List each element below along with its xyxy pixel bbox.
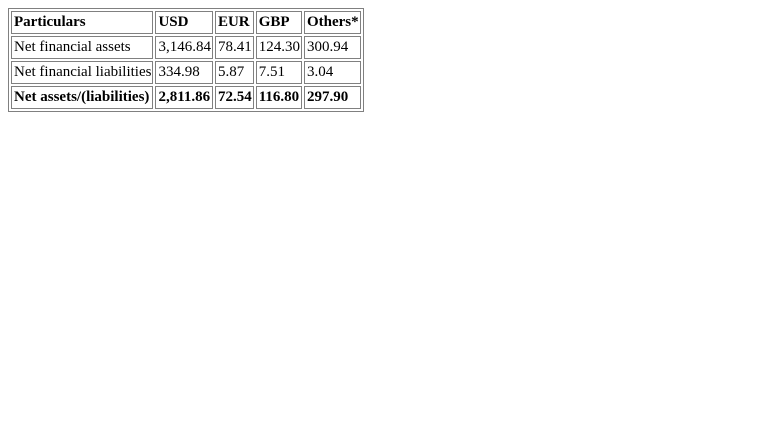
cell-others: 297.90 <box>303 86 361 109</box>
column-header-eur: EUR <box>214 11 254 34</box>
cell-gbp: 116.80 <box>255 86 302 109</box>
page-content: Particulars USD EUR GBP Others* Net fina… <box>0 0 764 112</box>
cell-eur: 5.87 <box>214 61 254 84</box>
table-row: Net financial assets 3,146.84 78.41 124.… <box>11 36 361 59</box>
row-label: Net financial liabilities <box>11 61 154 84</box>
table-header-row: Particulars USD EUR GBP Others* <box>11 11 361 34</box>
cell-usd: 3,146.84 <box>155 36 213 59</box>
cell-others: 3.04 <box>303 61 361 84</box>
row-label: Net assets/(liabilities) <box>11 86 154 109</box>
cell-eur: 72.54 <box>214 86 254 109</box>
row-label: Net financial assets <box>11 36 154 59</box>
cell-gbp: 7.51 <box>255 61 302 84</box>
cell-usd: 334.98 <box>155 61 213 84</box>
currency-exposure-table: Particulars USD EUR GBP Others* Net fina… <box>8 8 364 112</box>
cell-gbp: 124.30 <box>255 36 302 59</box>
column-header-gbp: GBP <box>255 11 302 34</box>
cell-others: 300.94 <box>303 36 361 59</box>
table-total-row: Net assets/(liabilities) 2,811.86 72.54 … <box>11 86 361 109</box>
column-header-usd: USD <box>155 11 213 34</box>
table-row: Net financial liabilities 334.98 5.87 7.… <box>11 61 361 84</box>
cell-usd: 2,811.86 <box>155 86 213 109</box>
cell-eur: 78.41 <box>214 36 254 59</box>
column-header-particulars: Particulars <box>11 11 154 34</box>
column-header-others: Others* <box>303 11 361 34</box>
